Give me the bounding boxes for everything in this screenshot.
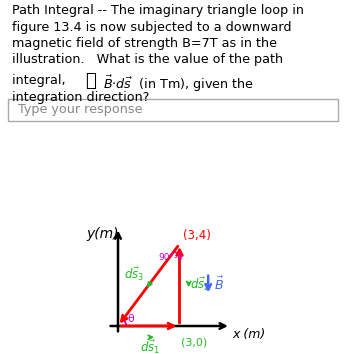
- Text: (3,4): (3,4): [182, 229, 210, 242]
- Text: 90°-θ: 90°-θ: [158, 253, 183, 262]
- Text: magnetic field of strength B=7T as in the: magnetic field of strength B=7T as in th…: [12, 37, 277, 50]
- Text: Type your response: Type your response: [18, 103, 142, 116]
- Text: integration direction?: integration direction?: [12, 91, 149, 103]
- Text: ∮: ∮: [85, 72, 96, 90]
- Text: illustration.   What is the value of the path: illustration. What is the value of the p…: [12, 53, 283, 67]
- Text: $d\vec{s}_2$: $d\vec{s}_2$: [190, 275, 210, 292]
- Text: figure 13.4 is now subjected to a downward: figure 13.4 is now subjected to a downwa…: [12, 21, 292, 34]
- Text: $\vec{B}$: $\vec{B}$: [214, 275, 224, 293]
- Text: (3,0): (3,0): [182, 337, 208, 347]
- Text: Path Integral -- The imaginary triangle loop in: Path Integral -- The imaginary triangle …: [12, 4, 304, 17]
- Text: $d\vec{s}_1$: $d\vec{s}_1$: [140, 339, 160, 354]
- Text: $\vec{B}$$\cdot d\vec{s}$  (in Tm), given the: $\vec{B}$$\cdot d\vec{s}$ (in Tm), given…: [103, 74, 254, 94]
- Bar: [8, 98, 338, 120]
- Text: $d\vec{s}_3$: $d\vec{s}_3$: [124, 266, 145, 283]
- Text: integral,: integral,: [12, 74, 74, 87]
- Text: y(m): y(m): [86, 227, 119, 241]
- Text: θ: θ: [127, 314, 134, 324]
- Text: x (m): x (m): [233, 328, 266, 341]
